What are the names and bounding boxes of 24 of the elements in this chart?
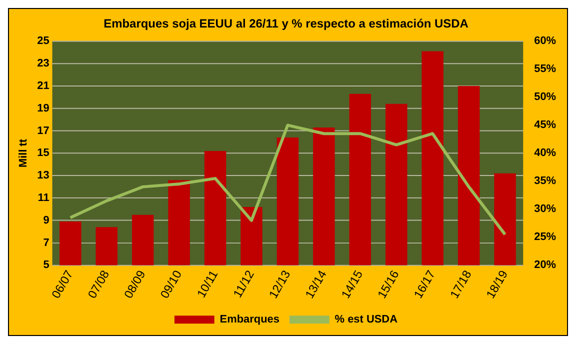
y-tick-label: 21 <box>37 80 50 92</box>
y-tick-label: 25 <box>37 35 50 48</box>
y2-tick-label: 40% <box>534 147 556 160</box>
y-tick-label: 11 <box>38 192 50 204</box>
legend-label: % est USDA <box>334 314 398 326</box>
y2-tick-label: 45% <box>534 119 556 132</box>
y-tick-label: 5 <box>43 259 50 272</box>
y-tick-label: 13 <box>37 170 50 182</box>
y2-tick-label: 50% <box>534 91 556 104</box>
y2-tick-label: 55% <box>534 63 556 76</box>
y-tick-label: 7 <box>43 236 50 249</box>
y-tick-label: 23 <box>37 58 50 70</box>
y2-tick-label: 25% <box>534 231 556 244</box>
chart-title: Embarques soja EEUU al 26/11 y % respecto a estimación USDA <box>104 16 469 30</box>
y-axis-title: Mill tt <box>18 138 30 168</box>
y-tick-label: 15 <box>37 147 50 160</box>
y2-tick-label: 60% <box>534 35 556 48</box>
y2-tick-label: 30% <box>534 203 556 216</box>
y-tick-label: 17 <box>37 124 50 137</box>
y-tick-label: 9 <box>43 214 50 226</box>
y-tick-label: 19 <box>37 102 50 114</box>
y2-tick-label: 20% <box>534 259 556 272</box>
legend-label: Embarques <box>220 314 280 326</box>
y2-tick-label: 35% <box>534 175 556 188</box>
